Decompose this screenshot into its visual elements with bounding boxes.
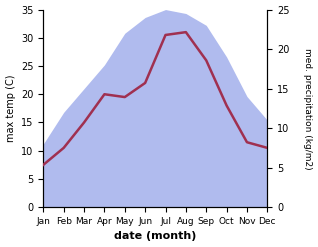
X-axis label: date (month): date (month) bbox=[114, 231, 197, 242]
Y-axis label: max temp (C): max temp (C) bbox=[5, 75, 16, 142]
Y-axis label: med. precipitation (kg/m2): med. precipitation (kg/m2) bbox=[303, 48, 313, 169]
